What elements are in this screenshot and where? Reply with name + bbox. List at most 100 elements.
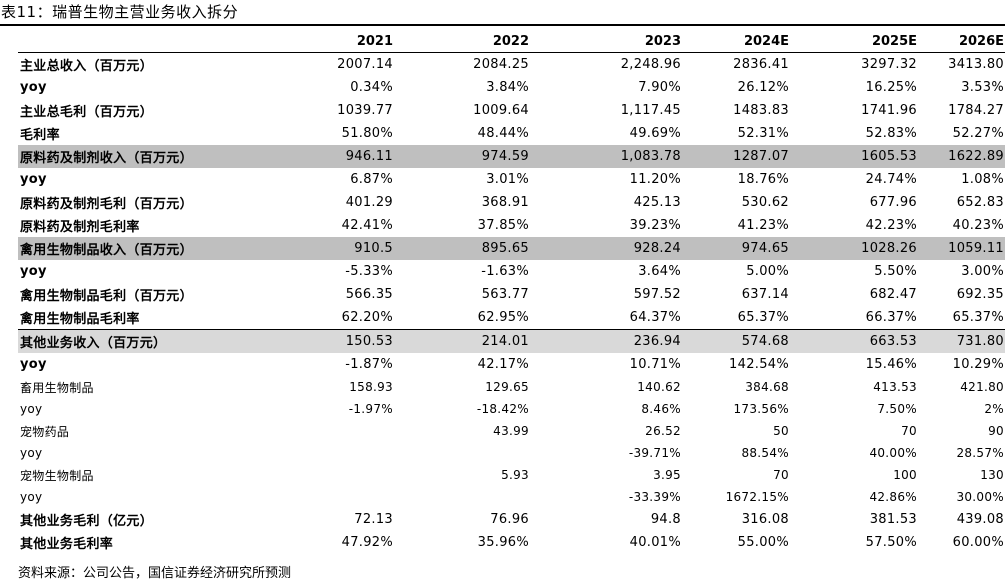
table-cell: 7.90%: [638, 80, 681, 95]
column-header: 2022: [394, 30, 530, 53]
table-cell: 214.01: [394, 329, 530, 353]
table-cell: 421.80: [960, 380, 1004, 394]
table-cell: 142.54%: [729, 357, 789, 372]
table-row: 其他业务收入（百万元） 150.53 214.01 236.94 574.68 663.5…: [18, 329, 1005, 353]
row-label: 主业总毛利（百万元）: [20, 105, 154, 120]
table-row: yoy -33.39% 1672.15% 42.86% 30.00%: [18, 486, 1005, 508]
table-cell: 52.83%: [865, 126, 917, 141]
table-cell: 43.99: [493, 424, 529, 438]
row-label: 禽用生物制品毛利率: [20, 312, 140, 327]
table-cell: 910.5: [261, 237, 394, 260]
table-cell: 3.95: [653, 468, 681, 482]
table-cell: 42.86%: [869, 490, 917, 504]
table-row: 主业总收入（百万元） 2007.14 2084.25 2,248.96 2836.41 3…: [18, 53, 1005, 77]
row-label: 其他业务毛利率: [20, 537, 114, 552]
table-cell: 316.08: [741, 512, 789, 527]
table-row: 其他业务毛利率 47.92% 35.96% 40.01% 55.00% 57.50% 60.…: [18, 531, 1005, 554]
table-cell: 51.80%: [341, 126, 393, 141]
table-cell: 39.23%: [629, 218, 681, 233]
row-label: yoy: [20, 490, 43, 504]
header-row: 2021 2022 2023 2024E 2025E 2026E: [18, 30, 1005, 53]
table-cell: 76.96: [490, 512, 529, 527]
table-cell: 42.41%: [341, 218, 393, 233]
table-cell: [261, 420, 394, 442]
table-cell: -5.33%: [345, 264, 393, 279]
table-cell: 70: [773, 468, 789, 482]
column-header: 2026E: [918, 30, 1005, 53]
row-label: 原料药及制剂收入（百万元）: [18, 145, 261, 168]
table-cell: 3.53%: [961, 80, 1004, 95]
table-cell: 974.59: [394, 145, 530, 168]
table-cell: 1672.15%: [725, 490, 789, 504]
table-cell: 2084.25: [473, 57, 529, 72]
table-cell: 413.53: [873, 380, 917, 394]
table-cell: 974.65: [682, 237, 790, 260]
row-label: yoy: [20, 446, 43, 460]
row-label: yoy: [20, 172, 47, 187]
table-cell: 10.71%: [629, 357, 681, 372]
table-cell: [394, 442, 530, 464]
table-cell: 2,248.96: [620, 57, 681, 72]
table-cell: 3.84%: [486, 80, 529, 95]
row-label: 其他业务毛利（亿元）: [20, 514, 154, 529]
row-label: yoy: [20, 80, 47, 95]
table-cell: 173.56%: [733, 402, 789, 416]
table-row: 禽用生物制品收入（百万元） 910.5 895.65 928.24 974.65 1028…: [18, 237, 1005, 260]
table-cell: 574.68: [682, 329, 790, 353]
table-cell: 62.95%: [477, 310, 529, 325]
table-cell: 26.12%: [737, 80, 789, 95]
table-cell: 41.23%: [737, 218, 789, 233]
table-cell: 30.00%: [956, 490, 1004, 504]
table-cell: 65.37%: [737, 310, 789, 325]
table-cell: 3.00%: [961, 264, 1004, 279]
table-cell: 384.68: [745, 380, 789, 394]
table-cell: 946.11: [261, 145, 394, 168]
table-cell: -1.87%: [345, 357, 393, 372]
row-label: 其他业务收入（百万元）: [18, 329, 261, 353]
table-row: yoy -5.33% -1.63% 3.64% 5.00% 5.50% 3.00%: [18, 260, 1005, 283]
table-cell: 55.00%: [737, 535, 789, 550]
column-header: 2023: [530, 30, 682, 53]
table-cell: 692.35: [956, 287, 1004, 302]
table-cell: 40.00%: [869, 446, 917, 460]
source-note: 资料来源：公司公告，国信证券经济研究所预测: [18, 566, 292, 581]
table-row: 畜用生物制品 158.93 129.65 140.62 384.68 413.53 421.…: [18, 376, 1005, 398]
table-cell: -1.97%: [348, 402, 393, 416]
table-cell: 10.29%: [952, 357, 1004, 372]
table-row: 其他业务毛利（亿元） 72.13 76.96 94.8 316.08 381.53 439.…: [18, 508, 1005, 531]
table-cell: 3297.32: [861, 57, 917, 72]
table-row: 宠物药品 43.99 26.52 50 70 90: [18, 420, 1005, 442]
row-label: 禽用生物制品毛利（百万元）: [20, 289, 193, 304]
table-cell: -33.39%: [628, 490, 681, 504]
table-row: 原料药及制剂毛利率 42.41% 37.85% 39.23% 41.23% 42.23% 4…: [18, 214, 1005, 237]
table-cell: 381.53: [869, 512, 917, 527]
table-cell: 3.64%: [638, 264, 681, 279]
table-row: yoy 6.87% 3.01% 11.20% 18.76% 24.74% 1.08%: [18, 168, 1005, 191]
table-cell: 1059.11: [918, 237, 1005, 260]
table-body: 主业总收入（百万元） 2007.14 2084.25 2,248.96 2836.41 3…: [18, 53, 1005, 555]
table-cell: 72.13: [354, 512, 393, 527]
table-cell: 88.54%: [741, 446, 789, 460]
table-row: 主业总毛利（百万元） 1039.77 1009.64 1,117.45 1483.83 1…: [18, 99, 1005, 122]
table-cell: 8.46%: [641, 402, 681, 416]
column-header: 2021: [261, 30, 394, 53]
table-row: 原料药及制剂毛利（百万元） 401.29 368.91 425.13 530.62 677…: [18, 191, 1005, 214]
row-label: yoy: [20, 402, 43, 416]
table-cell: 40.23%: [952, 218, 1004, 233]
table-cell: 52.27%: [952, 126, 1004, 141]
table-cell: 1039.77: [337, 103, 393, 118]
table-row: 禽用生物制品毛利率 62.20% 62.95% 64.37% 65.37% 66.37% 6…: [18, 306, 1005, 330]
table-cell: 1784.27: [948, 103, 1004, 118]
revenue-breakdown-table: 2021 2022 2023 2024E 2025E 2026E 主业总收入（百…: [18, 30, 1005, 554]
table-row: 毛利率 51.80% 48.44% 49.69% 52.31% 52.83% 52.27%: [18, 122, 1005, 145]
table-cell: 0.34%: [350, 80, 393, 95]
table-cell: 129.65: [485, 380, 529, 394]
row-label: 禽用生物制品收入（百万元）: [18, 237, 261, 260]
table-cell: 3413.80: [948, 57, 1004, 72]
table-cell: 1028.26: [790, 237, 918, 260]
table-cell: [261, 464, 394, 486]
table-cell: 94.8: [650, 512, 681, 527]
table-cell: 64.37%: [629, 310, 681, 325]
table-cell: [261, 442, 394, 464]
table-cell: 50: [773, 424, 789, 438]
